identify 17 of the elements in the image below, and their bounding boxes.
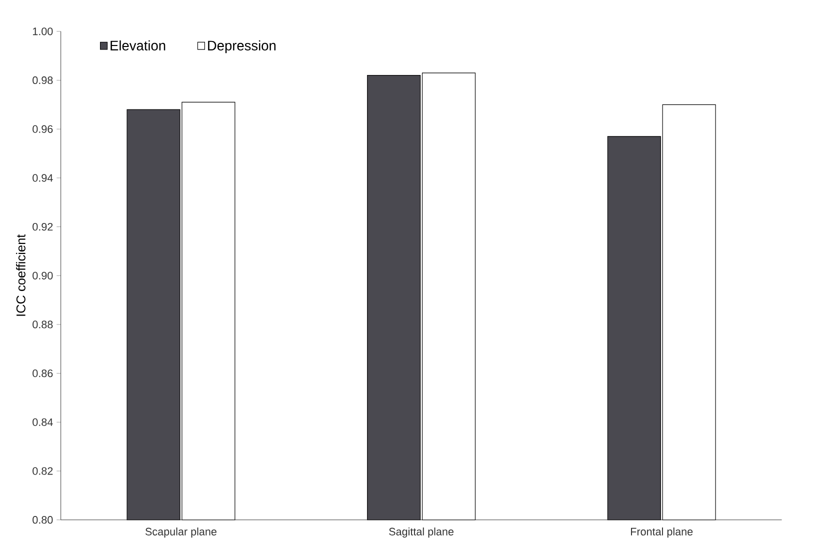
y-tick-label: 0.90 [32,272,53,280]
y-tick-label: 0.86 [32,369,53,378]
x-tick-label: Scapular plane [145,527,216,538]
y-tick-label: 0.84 [32,418,53,426]
y-tick-label: 1.00 [32,27,53,36]
x-tick-label: Sagittal plane [389,527,454,538]
y-tick-label: 0.98 [32,76,53,84]
y-tick-label: 0.94 [32,174,53,182]
y-tick-label: 0.82 [32,467,53,475]
y-tick-label: 0.96 [32,125,53,133]
y-axis-title: ICC coefficient [16,234,26,316]
y-tick-label: 0.88 [32,320,53,328]
legend-label: Elevation [110,40,166,50]
y-tick-label: 0.80 [32,516,53,524]
legend-label: Depression [208,40,276,54]
y-tick-label: 0.92 [32,222,53,230]
x-tick-label: Frontal plane [631,527,693,538]
